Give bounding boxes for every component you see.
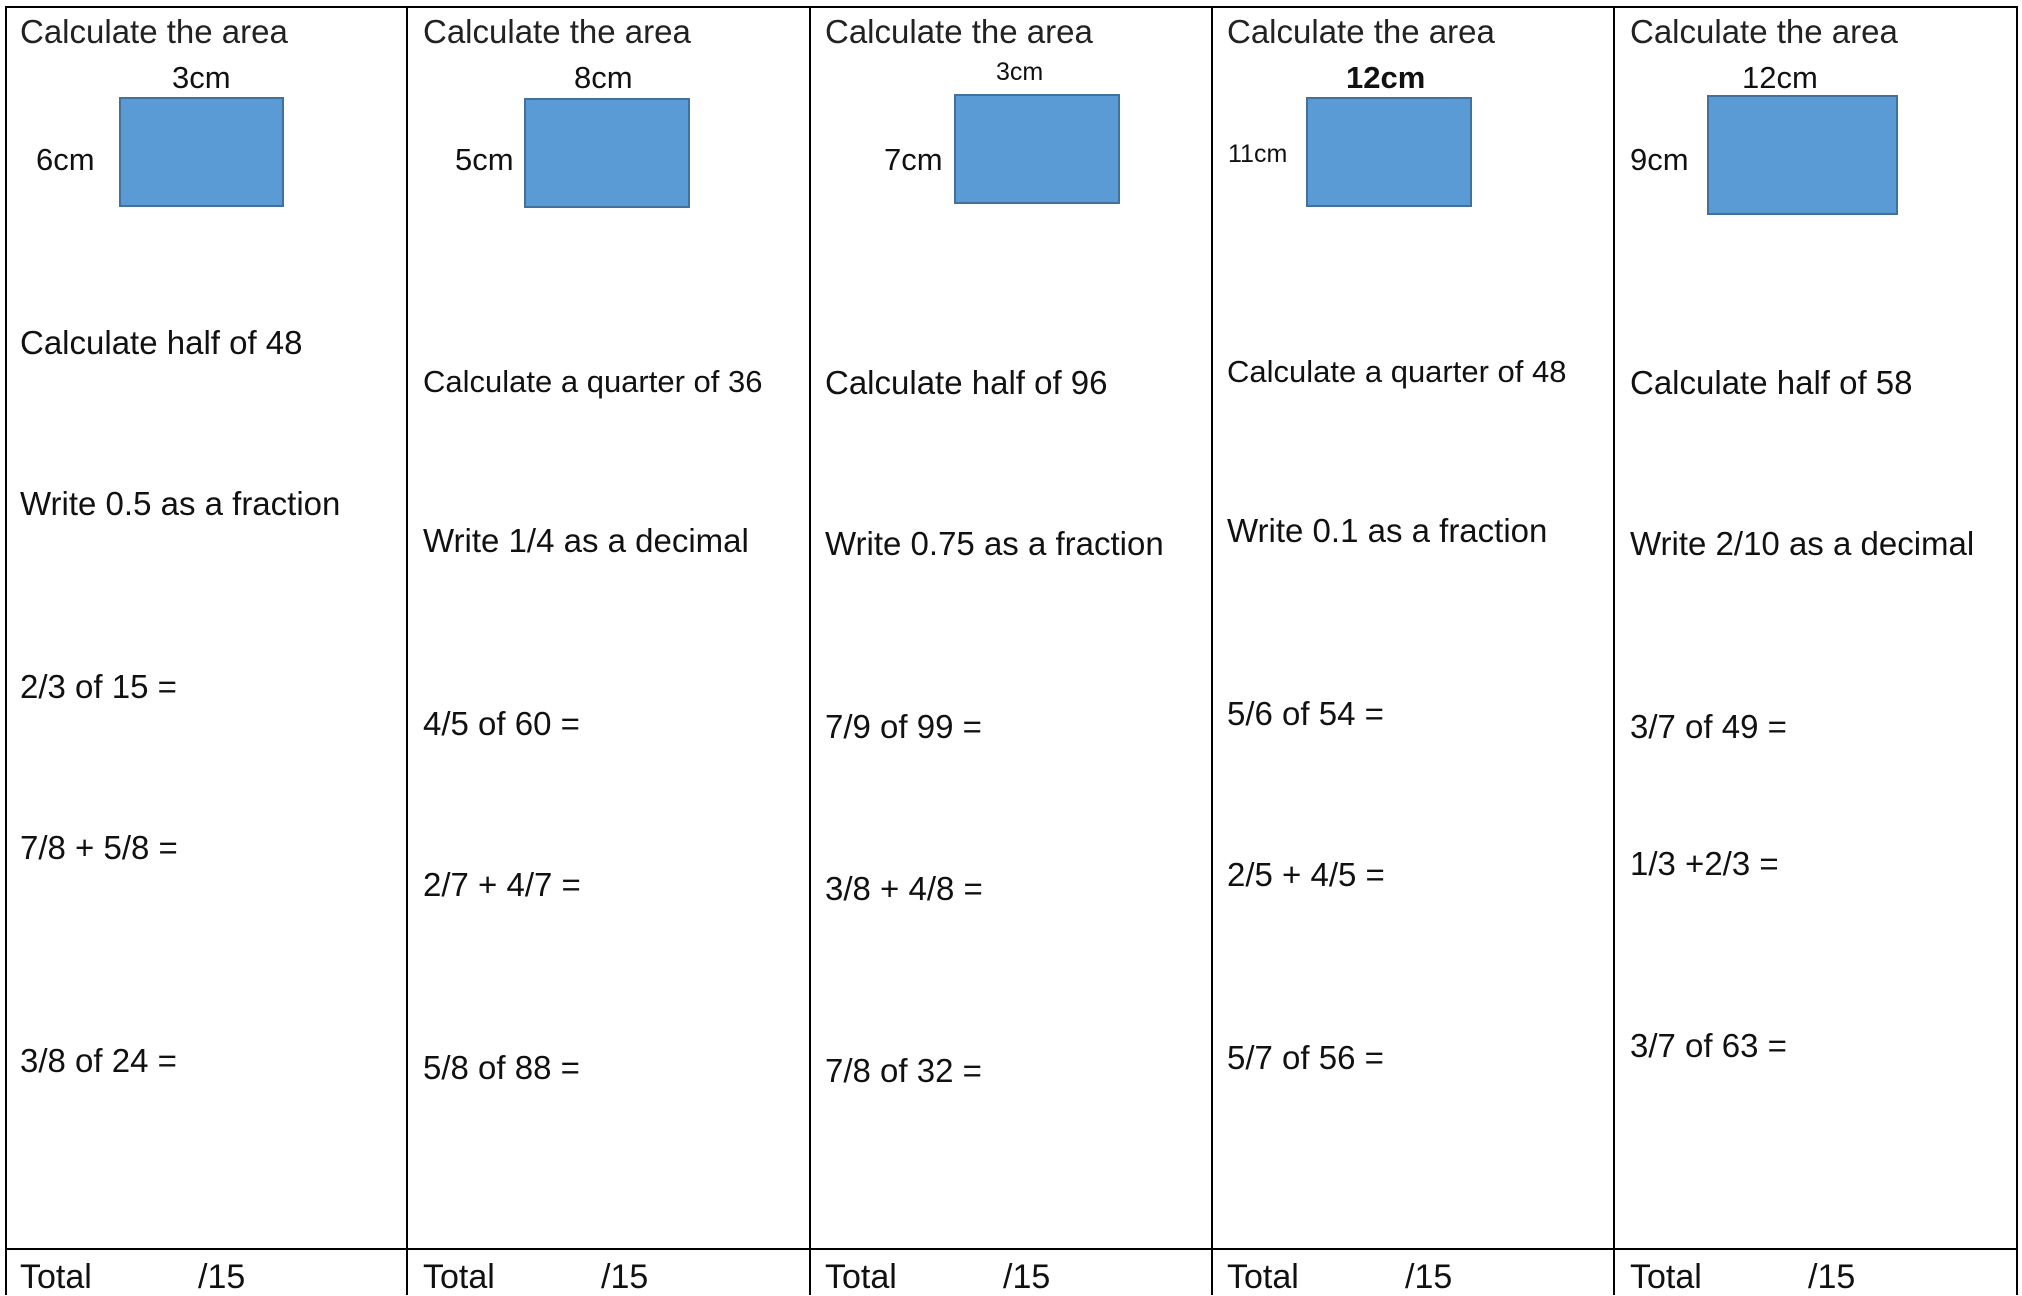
- total-label: Total: [423, 1258, 495, 1296]
- question-fraction-of: 4/5 of 60 =: [423, 705, 580, 742]
- question-convert: Write 2/10 as a decimal: [1630, 525, 1975, 562]
- area-heading: Calculate the area: [1227, 13, 1495, 50]
- area-rectangle: [1306, 97, 1472, 207]
- column-1: [5, 6, 408, 1295]
- total-label: Total: [1227, 1258, 1299, 1296]
- area-rectangle: [954, 94, 1120, 204]
- total-max: /15: [1405, 1258, 1453, 1296]
- question-fraction-of: 3/7 of 49 =: [1630, 708, 1787, 745]
- question-fraction-of: 5/7 of 56 =: [1227, 1039, 1384, 1076]
- total-row-divider: [5, 1248, 2018, 1250]
- area-heading: Calculate the area: [825, 13, 1093, 50]
- question-half: Calculate half of 48: [20, 324, 303, 361]
- column-5: [1615, 6, 2018, 1295]
- rect-width-label: 12cm: [1742, 60, 1818, 95]
- question-half: Calculate half of 96: [825, 364, 1108, 401]
- total-label: Total: [825, 1258, 897, 1296]
- total-max: /15: [1003, 1258, 1051, 1296]
- area-rectangle: [119, 97, 284, 207]
- total-label: Total: [20, 1258, 92, 1296]
- rect-height-label: 5cm: [455, 142, 514, 177]
- question-fraction-of: 3/7 of 63 =: [1630, 1027, 1787, 1064]
- question-convert: Write 0.5 as a fraction: [20, 485, 341, 522]
- question-fraction-of: 5/6 of 54 =: [1227, 695, 1384, 732]
- question-convert: Write 0.75 as a fraction: [825, 525, 1164, 562]
- question-fraction-add: 1/3 +2/3 =: [1630, 845, 1779, 882]
- total-max: /15: [601, 1258, 649, 1296]
- rect-height-label: 7cm: [884, 142, 943, 177]
- area-heading: Calculate the area: [423, 13, 691, 50]
- total-max: /15: [198, 1258, 246, 1296]
- column-4: [1212, 6, 1615, 1295]
- question-quarter: Calculate a quarter of 36: [423, 364, 763, 399]
- rect-height-label: 9cm: [1630, 142, 1689, 177]
- question-fraction-add: 2/5 + 4/5 =: [1227, 856, 1385, 893]
- question-convert: Write 0.1 as a fraction: [1227, 512, 1548, 549]
- area-heading: Calculate the area: [1630, 13, 1898, 50]
- question-fraction-add: 7/8 + 5/8 =: [20, 829, 178, 866]
- worksheet-frame: [5, 6, 2018, 1295]
- area-rectangle: [1707, 95, 1898, 215]
- question-half: Calculate half of 58: [1630, 364, 1913, 401]
- rect-width-label: 3cm: [172, 60, 231, 95]
- total-label: Total: [1630, 1258, 1702, 1296]
- question-fraction-add: 2/7 + 4/7 =: [423, 866, 581, 903]
- area-rectangle: [524, 98, 690, 208]
- rect-width-label: 3cm: [996, 58, 1044, 86]
- question-fraction-add: 3/8 + 4/8 =: [825, 870, 983, 907]
- rect-width-label: 12cm: [1346, 60, 1426, 95]
- total-max: /15: [1808, 1258, 1856, 1296]
- column-2: [408, 6, 811, 1295]
- rect-width-label: 8cm: [574, 60, 633, 95]
- question-fraction-of: 7/9 of 99 =: [825, 708, 982, 745]
- question-convert: Write 1/4 as a decimal: [423, 522, 749, 559]
- question-fraction-of: 2/3 of 15 =: [20, 668, 177, 705]
- question-fraction-of: 3/8 of 24 =: [20, 1042, 177, 1079]
- column-3: [810, 6, 1213, 1295]
- question-fraction-of: 5/8 of 88 =: [423, 1049, 580, 1086]
- question-fraction-of: 7/8 of 32 =: [825, 1052, 982, 1089]
- rect-height-label: 11cm: [1228, 140, 1288, 168]
- area-heading: Calculate the area: [20, 13, 288, 50]
- rect-height-label: 6cm: [36, 142, 95, 177]
- question-quarter: Calculate a quarter of 48: [1227, 354, 1567, 389]
